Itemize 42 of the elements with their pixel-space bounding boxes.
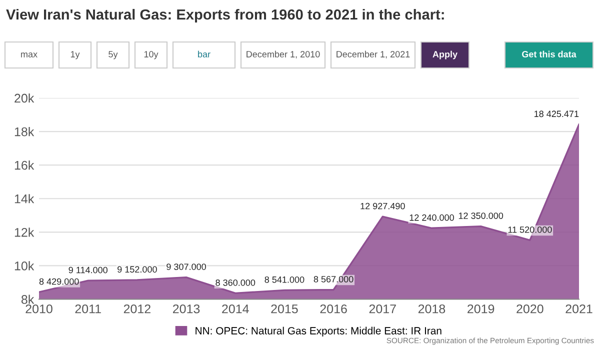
text: 1y (70, 51, 80, 60)
data-label: 11 520.000 (508, 226, 552, 233)
text: bar (198, 50, 210, 58)
data-label: 8 360.000 (216, 279, 256, 286)
data-label: 12 350.000 (458, 212, 504, 219)
data-label: 18 425.471 (534, 110, 579, 118)
x-tick-label: 2013 (173, 304, 200, 314)
x-tick-label: 2019 (468, 304, 494, 314)
text: 10y (144, 51, 158, 60)
x-tick-label: 2012 (124, 304, 150, 314)
y-tick-label: 16k (14, 160, 34, 170)
text: Get this data (522, 50, 576, 58)
data-label: 8 429.000 (39, 278, 79, 285)
text: December 1, 2021 (336, 50, 410, 58)
legend-label: NN: OPEC: Natural Gas Exports: Middle East: IR Iran (196, 326, 442, 337)
x-tick-label: 2018 (418, 304, 446, 314)
x-tick-label: 2020 (516, 304, 544, 314)
text: December 1, 2010 (246, 50, 320, 58)
y-tick-label: 14k (14, 194, 34, 204)
data-label: 8 541.000 (264, 276, 304, 283)
data-label: 9 307.000 (166, 264, 206, 270)
y-tick-label: 12k (14, 228, 34, 237)
y-tick-label: 20k (14, 93, 34, 103)
data-label: 8 567.000 (314, 276, 354, 282)
x-tick-label: 2017 (369, 304, 396, 314)
y-tick-label: 18k (14, 127, 34, 136)
x-tick-label: 2015 (271, 304, 298, 314)
x-tick-label: 2011 (75, 304, 101, 314)
y-tick-label: 8k (21, 294, 34, 304)
data-label: 9 114.000 (68, 266, 108, 274)
data-label: 9 152.000 (118, 266, 157, 273)
data-label: 12 240.000 (410, 214, 454, 221)
x-tick-label: 2014 (222, 304, 249, 314)
chart-title: View Iran's Natural Gas: Exports from 1960 to 2021 in the chart: (6, 8, 444, 23)
text: 5y (108, 51, 118, 60)
x-tick-label: 2016 (320, 304, 347, 314)
data-label: 12 927.490 (360, 202, 405, 210)
text: max (21, 52, 38, 58)
x-tick-label: 2010 (26, 304, 52, 314)
text: Apply (432, 50, 458, 60)
x-tick-label: 2021 (566, 304, 592, 314)
y-tick-label: 10k (14, 261, 34, 270)
